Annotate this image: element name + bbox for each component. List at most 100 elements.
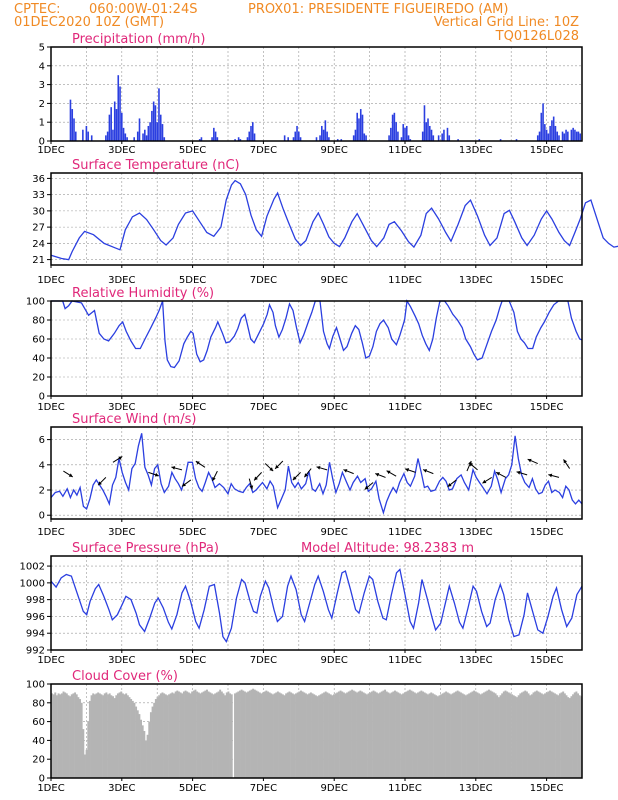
cloud-bar	[306, 694, 309, 778]
precip-bar	[234, 139, 236, 141]
x-tick-label: 9DEC	[321, 527, 348, 538]
cloud-bar	[384, 689, 387, 778]
precip-bar	[552, 116, 555, 141]
cloud-bar	[308, 693, 311, 778]
precip-bar	[393, 112, 396, 141]
cloud-bar	[529, 695, 532, 778]
cloud-bar	[489, 690, 492, 778]
cloud-bar	[227, 691, 230, 778]
cloud-bar	[463, 694, 466, 778]
cloud-bar	[131, 700, 134, 778]
cloud-bar	[567, 697, 570, 778]
cloud-bar	[197, 692, 200, 778]
cloud-bar	[298, 691, 301, 778]
cloud-bar	[110, 695, 113, 778]
precip-bar	[558, 135, 560, 141]
cloud-bar	[560, 692, 563, 778]
x-tick-label: 7DEC	[250, 783, 277, 794]
cloud-bar	[67, 695, 70, 778]
x-tick-label: 13DEC	[459, 655, 493, 666]
cloud-bar	[351, 689, 354, 778]
cloud-bar	[100, 694, 103, 778]
y-tick-label: 0	[39, 392, 45, 403]
cloud-bar	[55, 695, 58, 778]
precip-bar	[554, 125, 557, 141]
precip-bar	[395, 122, 397, 141]
precip-bar	[565, 129, 567, 141]
panel-frame	[50, 172, 583, 266]
cloud-bar	[430, 692, 433, 778]
precip-bar	[108, 114, 111, 141]
panel-annotation: Model Altitude: 98.2383 m	[301, 541, 474, 556]
wind-arrow	[292, 472, 301, 481]
y-tick-label: 40	[32, 736, 45, 747]
cloud-bar	[469, 692, 472, 778]
cloud-bar	[547, 691, 550, 778]
cloud-bar	[413, 692, 416, 778]
cloud-bar	[417, 692, 420, 778]
precip-bar	[544, 124, 546, 141]
cloud-bar	[234, 693, 236, 778]
y-tick-label: 36	[32, 174, 45, 185]
cloud-bar	[509, 693, 512, 778]
precip-bar	[296, 125, 298, 141]
panel-frame	[50, 426, 583, 520]
cloud-bar	[512, 695, 515, 778]
wind-arrow-head	[98, 481, 102, 486]
cloud-bar	[164, 694, 167, 778]
precip-bar	[400, 137, 403, 141]
cloud-bar	[342, 692, 345, 778]
cloud-bar	[181, 693, 184, 778]
cloud-bar	[189, 693, 192, 778]
cloud-bar	[455, 691, 457, 778]
cloud-bar	[113, 698, 116, 778]
cloud-bar	[265, 690, 268, 778]
cloud-bar	[93, 694, 96, 778]
x-tick-label: 1DEC	[37, 783, 64, 794]
cloud-bar	[479, 694, 482, 778]
cloud-bar	[235, 692, 238, 778]
precip-bar	[324, 120, 327, 141]
cloud-bar	[445, 691, 448, 778]
precip-bar	[427, 118, 429, 141]
precip-bar	[545, 129, 548, 141]
y-tick-label: 3	[39, 80, 45, 91]
x-tick-label: 5DEC	[179, 527, 206, 538]
precip-bar	[326, 131, 328, 141]
cloud-bar	[285, 693, 288, 778]
wind-arrow	[316, 465, 328, 471]
cloud-bar	[346, 692, 349, 778]
cloud-bar	[177, 691, 180, 778]
cloud-bar	[301, 691, 304, 778]
cloud-bar	[471, 691, 474, 778]
wind-arrow	[63, 470, 74, 478]
cloud-bar	[212, 694, 215, 778]
precip-bar	[441, 133, 443, 141]
wind-arrow-head	[563, 459, 568, 464]
cloud-bar	[79, 699, 81, 778]
x-tick-label: 7DEC	[250, 275, 277, 286]
cloud-bar	[123, 694, 126, 778]
y-tick-label: 20	[32, 755, 45, 766]
precip-bar	[154, 105, 157, 141]
precip-bar	[556, 131, 559, 141]
precip-bar	[106, 131, 109, 141]
cloud-bar	[451, 693, 454, 778]
wind-arrow-head	[423, 469, 428, 473]
precip-bar	[198, 139, 201, 141]
cloud-bar	[519, 693, 522, 778]
precip-bar	[298, 131, 300, 141]
y-tick-label: 1000	[20, 578, 45, 589]
precip-bar	[117, 75, 120, 141]
cloud-bar	[352, 690, 355, 778]
precip-bar	[388, 135, 390, 141]
precip-bar	[119, 86, 121, 141]
x-tick-label: 3DEC	[108, 402, 135, 413]
cloud-bar	[400, 694, 403, 778]
y-tick-label: 60	[32, 335, 45, 346]
panel-title: Surface Pressure (hPa)	[72, 541, 219, 556]
cloud-bar	[494, 693, 497, 778]
temperature-line	[50, 179, 618, 261]
x-tick-label: 9DEC	[321, 402, 348, 413]
